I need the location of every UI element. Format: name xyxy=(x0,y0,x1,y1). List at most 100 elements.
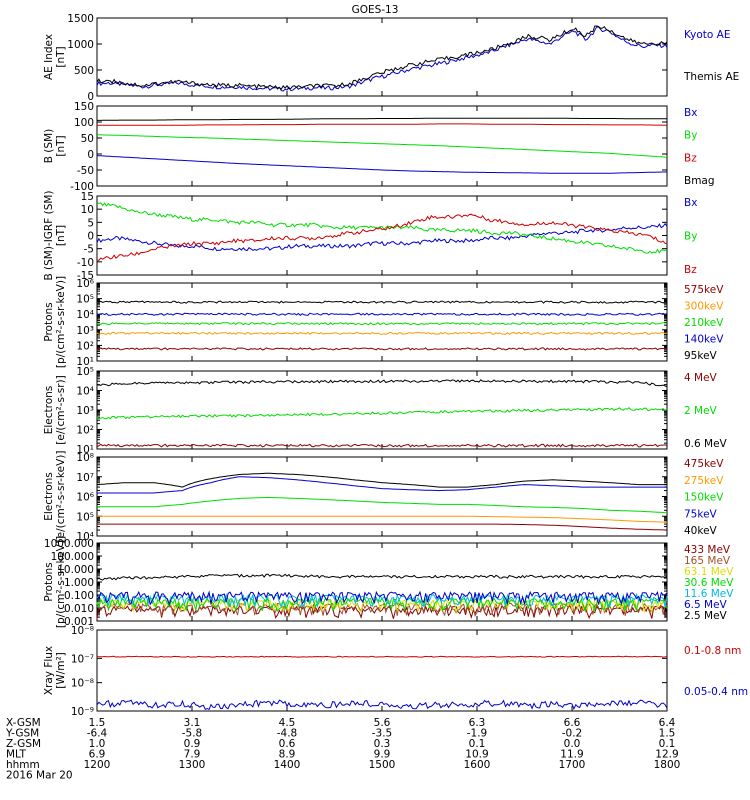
y-tick-label: 10⁵ xyxy=(76,366,94,378)
series-line-themis-ae xyxy=(96,25,668,90)
legend-entry: 95keV xyxy=(684,350,718,362)
y-tick-label: -15 xyxy=(77,270,94,282)
footer-value: 1.0 xyxy=(89,738,106,750)
footer-row-label: hhmm xyxy=(6,759,40,771)
footer-value: 1.5 xyxy=(89,717,106,729)
y-axis-label: Protons xyxy=(43,562,55,601)
y-axis-label: [e/(cm²-s-sr-keV)] xyxy=(55,451,67,543)
series-line-bx xyxy=(96,222,668,252)
footer-row-label: MLT xyxy=(6,749,26,761)
footer-value: 0.3 xyxy=(374,738,391,750)
footer-value: 6.6 xyxy=(564,717,581,729)
series-line-by xyxy=(97,134,668,158)
y-tick-label: 100 xyxy=(74,117,94,129)
y-axis-label: Electrons xyxy=(43,386,55,435)
footer-value: 7.9 xyxy=(184,749,201,761)
series-line-kyoto-ae xyxy=(96,26,668,92)
legend-entry: 433 MeV xyxy=(684,544,731,556)
legend-entry: Bz xyxy=(684,264,697,276)
y-tick-label: 0 xyxy=(87,231,94,243)
series-line-bmag xyxy=(97,117,667,121)
y-axis-label: B (SM) xyxy=(43,129,55,163)
y-tick-label: 50 xyxy=(81,133,94,145)
series-line-2-mev xyxy=(96,407,668,420)
series-line-95kev xyxy=(96,300,668,304)
legend-entry: 165 MeV xyxy=(684,555,731,567)
y-tick-label: -100 xyxy=(70,181,94,193)
footer-value: -1.9 xyxy=(467,728,488,740)
y-tick-label: 10² xyxy=(76,425,94,437)
y-tick-label: 0 xyxy=(87,149,94,161)
panel-frame xyxy=(96,629,668,712)
y-tick-label: 10² xyxy=(76,340,94,352)
legend-entry: 4 MeV xyxy=(684,372,718,384)
series-line-bz xyxy=(97,123,667,126)
legend-entry: 75keV xyxy=(684,508,718,520)
y-tick-label: 10⁻⁸ xyxy=(71,678,94,690)
panel-frame xyxy=(96,17,668,97)
legend-entry: 275keV xyxy=(684,475,724,487)
panel-bsm: -100 -50 0 50 100 150 B (SM) [nT] Bx By Bz Bmag xyxy=(43,101,715,193)
y-tick-label: 10³ xyxy=(76,405,94,417)
footer-value: 6.4 xyxy=(659,717,676,729)
legend-entry: 475keV xyxy=(684,458,724,470)
footer-value: 11.9 xyxy=(560,749,583,761)
y-tick-label: 10¹ xyxy=(76,356,94,368)
footer-value: 0.6 xyxy=(279,738,296,750)
legend-entry: 2.5 MeV xyxy=(684,610,728,622)
y-tick-label: 5 xyxy=(87,217,94,229)
legend-entry: 150keV xyxy=(684,492,724,504)
y-axis-label: B (SM)-IGRF (SM) xyxy=(43,190,55,280)
footer-value: -0.2 xyxy=(562,728,583,740)
y-tick-label: 10⁵ xyxy=(76,294,94,306)
y-tick-label: 1.000 xyxy=(64,577,94,589)
legend-entry: Bx xyxy=(684,197,697,209)
series-line-140kev xyxy=(96,312,668,316)
series-line-bz xyxy=(96,213,668,261)
footer-value: 12.9 xyxy=(655,749,678,761)
y-tick-label: 10⁻⁷ xyxy=(71,653,94,665)
footer-value: 1400 xyxy=(274,759,301,771)
y-tick-label: 10⁴ xyxy=(76,386,94,398)
y-tick-label: 10⁻⁸ xyxy=(71,625,94,637)
y-tick-label: -10 xyxy=(77,257,94,269)
y-tick-label: 10⁴ xyxy=(76,531,94,543)
footer-value: -5.8 xyxy=(182,728,203,740)
footer-value: 1800 xyxy=(654,759,681,771)
y-axis-label: AE Index xyxy=(43,34,55,80)
series-line-by xyxy=(96,202,668,254)
legend-entry: 40keV xyxy=(684,525,718,537)
legend-entry: 0.05-0.4 nm xyxy=(684,686,748,698)
legend-entry: By xyxy=(684,130,697,142)
footer-value: -6.4 xyxy=(87,728,108,740)
y-tick-label: 1500 xyxy=(67,13,94,25)
y-tick-label: -50 xyxy=(77,165,94,177)
y-axis-label: Xray Flux xyxy=(43,646,55,695)
y-axis-label: [W/m²] xyxy=(55,652,67,689)
legend-entry: 63.1 MeV xyxy=(684,566,734,578)
y-tick-label: 1000 xyxy=(67,39,94,51)
footer-value: 1600 xyxy=(464,759,491,771)
footer-value: 0.1 xyxy=(659,738,676,750)
y-tick-label: 0.001 xyxy=(64,616,94,628)
panel-electrons1: 10¹ 10² 10³ 10⁴ 10⁵ Electrons [e/(cm²-s-sr)] 4 … xyxy=(43,366,728,456)
y-axis-label: [p/(cm²-s-sr-keV)] xyxy=(55,536,67,628)
series-line-4-mev xyxy=(96,443,668,448)
series-line-40kev xyxy=(96,472,667,488)
footer-value: 1200 xyxy=(84,759,111,771)
y-tick-label: 10.000 xyxy=(57,564,94,576)
series-line-575kev xyxy=(96,347,668,351)
series-line-0-6-mev xyxy=(96,379,668,388)
footer-row-label: Z-GSM xyxy=(6,738,41,750)
y-tick-label: 10⁶ xyxy=(76,278,94,290)
y-tick-label: 0 xyxy=(87,91,94,103)
legend-entry: 6.5 MeV xyxy=(684,599,728,611)
y-tick-label: 1000.000 xyxy=(44,538,94,550)
panel-protons: 10¹ 10² 10³ 10⁴ 10⁵ 10⁶ Protons [p/(cm²-s-sr-ke… xyxy=(43,276,724,368)
legend-entry: 0.6 MeV xyxy=(684,438,728,450)
series-line-275kev xyxy=(97,515,668,523)
y-tick-label: 0.100 xyxy=(64,590,94,602)
legend-entry: By xyxy=(684,231,697,243)
footer-value: 1300 xyxy=(179,759,206,771)
